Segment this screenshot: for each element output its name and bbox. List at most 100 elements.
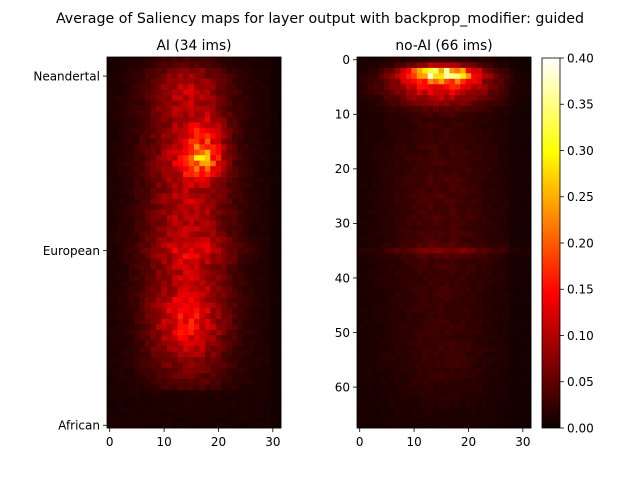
heatmap-cell [378,95,385,101]
heatmap-cell [253,155,260,162]
heatmap-cell [416,286,423,292]
heatmap-cell [215,237,222,243]
heatmap-cell [221,133,227,140]
heatmap-cell [177,193,184,200]
heatmap-cell [471,373,477,380]
heatmap-cell [378,247,385,254]
heatmap-cell [454,291,461,298]
heatmap-cell [275,324,282,331]
heatmap-cell [253,226,260,232]
heatmap-cell [275,247,282,254]
heatmap-cell [264,144,271,151]
heatmap-cell [438,106,445,112]
heatmap-cell [112,62,119,69]
heatmap-cell [367,204,374,211]
heatmap-cell [438,67,445,74]
heatmap-cell [405,122,412,129]
heatmap-cell [128,384,135,391]
heatmap-cell [177,177,184,183]
heatmap-cell [378,302,385,309]
heatmap-cell [503,149,510,156]
heatmap-cell [378,280,385,287]
heatmap-cell [378,335,385,342]
heatmap-cell [427,340,434,347]
heatmap-cell [259,258,266,265]
heatmap-cell [199,62,206,69]
heatmap-cell [444,346,450,352]
heatmap-cell [264,389,271,396]
heatmap-cell [454,417,461,423]
heatmap-cell [454,133,461,140]
heatmap-cell [172,73,179,80]
heatmap-cell [411,204,418,211]
heatmap-cell [378,318,385,325]
heatmap-cell [242,378,249,385]
heatmap-cell [362,117,369,123]
heatmap-cell [139,346,146,352]
heatmap-cell [242,247,249,254]
heatmap-cell [188,307,195,314]
heatmap-cell [520,209,526,216]
heatmap-cell [172,177,179,183]
heatmap-cell [525,373,532,380]
heatmap-cell [166,335,173,342]
heatmap-cell [514,166,521,172]
heatmap-cell [492,318,499,325]
heatmap-cell [215,378,222,385]
heatmap-cell [123,204,130,211]
heatmap-cell [270,149,276,156]
heatmap-cell [384,258,390,265]
heatmap-cell [492,297,499,303]
heatmap-cell [367,395,374,402]
heatmap-cell [482,324,488,331]
heatmap-cell [503,247,510,254]
heatmap-cell [150,269,157,276]
heatmap-cell [362,193,369,200]
heatmap-cell [161,155,168,162]
heatmap-cell [199,127,206,134]
heatmap-cell [183,171,189,178]
heatmap-cell [438,389,445,396]
heatmap-cell [525,209,532,216]
heatmap-cell [465,149,472,156]
heatmap-cell [199,144,206,151]
heatmap-cell [172,62,179,69]
heatmap-cell [525,389,532,396]
heatmap-cell [270,78,276,85]
heatmap-cell [444,166,450,172]
heatmap-cell [389,253,396,260]
heatmap-cell [177,318,184,325]
heatmap-cell [134,373,140,380]
heatmap-cell [123,127,130,134]
heatmap-cell [384,247,390,254]
heatmap-cell [232,220,238,227]
heatmap-cell [433,138,439,145]
heatmap-cell [476,400,483,407]
heatmap-cell [221,346,227,352]
heatmap-cell [405,182,412,189]
heatmap-cell [139,127,146,134]
heatmap-cell [275,280,282,287]
heatmap-cell [384,275,390,282]
heatmap-cell [145,193,151,200]
heatmap-cell [482,313,488,320]
heatmap-cell [166,226,173,232]
heatmap-cell [155,357,162,363]
heatmap-cell [150,171,157,178]
heatmap-cell [460,215,467,222]
heatmap-cell [454,231,461,238]
heatmap-cell [362,138,369,145]
heatmap-cell [454,411,461,418]
heatmap-cell [367,89,374,96]
heatmap-cell [503,253,510,260]
heatmap-cell [460,324,467,331]
heatmap-cell [411,406,418,412]
heatmap-cell [471,307,477,314]
heatmap-cell [492,144,499,151]
heatmap-cell [373,160,380,167]
heatmap-cell [237,346,244,352]
heatmap-cell [427,160,434,167]
heatmap-cell [492,78,499,85]
heatmap-cell [395,335,401,342]
heatmap-cell [275,297,282,303]
